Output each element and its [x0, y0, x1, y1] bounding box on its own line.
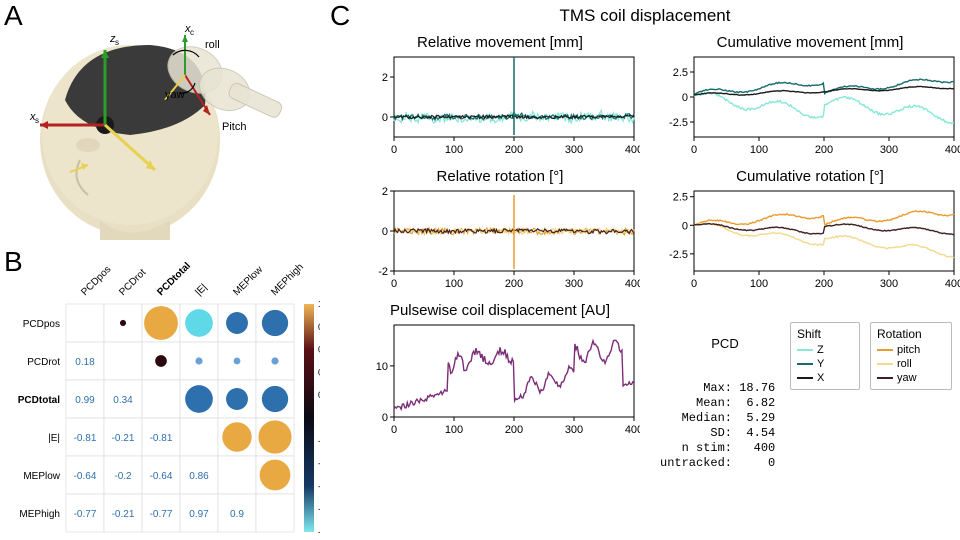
- svg-text:300: 300: [880, 278, 898, 290]
- chart-title-rel-mov: Relative movement [mm]: [360, 34, 640, 51]
- svg-text:300: 300: [880, 144, 898, 156]
- svg-text:roll: roll: [205, 39, 220, 51]
- svg-text:-2.5: -2.5: [669, 117, 688, 129]
- chart-cum-mov: 0 100 200 300 400 -2.5 0 2.5: [660, 51, 960, 159]
- svg-text:0: 0: [391, 144, 397, 156]
- svg-text:-0.81: -0.81: [150, 433, 173, 444]
- head-3d-illustration: xs zs xc roll yaw Pitch: [10, 10, 290, 240]
- svg-text:0: 0: [682, 220, 688, 232]
- svg-text:-0.4: -0.4: [318, 459, 320, 469]
- svg-text:2.5: 2.5: [673, 192, 688, 204]
- chart-title-rel-rot: Relative rotation [°]: [360, 168, 640, 185]
- legend-rotation: Rotation pitchrollyaw: [870, 322, 952, 390]
- svg-text:2: 2: [382, 72, 388, 84]
- svg-text:400: 400: [945, 278, 960, 290]
- svg-text:0: 0: [691, 278, 697, 290]
- svg-text:Pitch: Pitch: [222, 121, 246, 133]
- svg-text:-0.64: -0.64: [150, 471, 173, 482]
- svg-text:0: 0: [391, 278, 397, 290]
- chart-rel-mov: 0 100 200 300 400 0 2: [360, 51, 640, 159]
- svg-text:2.5: 2.5: [673, 67, 688, 79]
- svg-text:0.9: 0.9: [230, 509, 244, 520]
- svg-text:yaw: yaw: [165, 89, 185, 101]
- svg-text:0.4: 0.4: [318, 367, 320, 377]
- svg-text:-0.8: -0.8: [318, 504, 320, 514]
- svg-text:100: 100: [445, 424, 463, 436]
- svg-text:0: 0: [391, 424, 397, 436]
- chart-title-cum-rot: Cumulative rotation [°]: [660, 168, 960, 185]
- svg-text:MEPhigh: MEPhigh: [19, 509, 60, 520]
- chart-pcd: 0 100 200 300 400 0 10: [360, 319, 640, 439]
- svg-text:-2.5: -2.5: [669, 249, 688, 261]
- svg-text:-0.2: -0.2: [318, 436, 320, 446]
- svg-text:-0.64: -0.64: [74, 471, 97, 482]
- svg-text:MEPlow: MEPlow: [23, 471, 60, 482]
- svg-text:200: 200: [815, 278, 833, 290]
- svg-text:300: 300: [565, 144, 583, 156]
- correlation-matrix: PCDposPCDrotPCDtotal|E|MEPlowMEPhighPCDp…: [8, 262, 320, 537]
- svg-text:0.34: 0.34: [113, 395, 133, 406]
- svg-text:-0.81: -0.81: [74, 433, 97, 444]
- svg-text:0.6: 0.6: [318, 345, 320, 355]
- chart-title-pcd: Pulsewise coil displacement [AU]: [360, 302, 640, 319]
- svg-text:PCDrot: PCDrot: [27, 357, 60, 368]
- svg-text:0.18: 0.18: [75, 357, 95, 368]
- svg-text:300: 300: [565, 278, 583, 290]
- svg-text:MEPlow: MEPlow: [231, 264, 265, 298]
- svg-text:400: 400: [625, 278, 640, 290]
- svg-text:200: 200: [505, 424, 523, 436]
- svg-text:-0.21: -0.21: [112, 509, 135, 520]
- svg-text:0.2: 0.2: [318, 390, 320, 400]
- svg-text:PCDpos: PCDpos: [23, 319, 60, 330]
- svg-text:0.86: 0.86: [189, 471, 209, 482]
- svg-text:200: 200: [505, 144, 523, 156]
- svg-text:c: c: [190, 28, 194, 37]
- chart-cum-rot: 0 100 200 300 400 -2.5 0 2.5: [660, 185, 960, 293]
- svg-text:200: 200: [815, 144, 833, 156]
- svg-text:|E|: |E|: [48, 433, 60, 444]
- svg-text:PCDtotal: PCDtotal: [155, 262, 193, 298]
- svg-text:100: 100: [750, 278, 768, 290]
- legend-shift: Shift ZYX: [790, 322, 860, 390]
- svg-text:100: 100: [750, 144, 768, 156]
- svg-text:300: 300: [565, 424, 583, 436]
- svg-text:100: 100: [445, 144, 463, 156]
- svg-text:-0.6: -0.6: [318, 481, 320, 491]
- svg-text:10: 10: [376, 361, 388, 373]
- svg-text:|E|: |E|: [193, 282, 209, 298]
- svg-text:PCDtotal: PCDtotal: [18, 395, 60, 406]
- svg-text:0: 0: [382, 412, 388, 424]
- svg-text:-0.21: -0.21: [112, 433, 135, 444]
- svg-text:MEPhigh: MEPhigh: [269, 262, 305, 298]
- svg-text:s: s: [115, 38, 119, 47]
- panel-c-title: TMS coil displacement: [340, 6, 950, 26]
- svg-text:200: 200: [505, 278, 523, 290]
- svg-text:PCDpos: PCDpos: [79, 264, 113, 298]
- svg-text:0: 0: [682, 92, 688, 104]
- svg-text:-0.77: -0.77: [150, 509, 173, 520]
- svg-text:0: 0: [691, 144, 697, 156]
- svg-text:0: 0: [382, 226, 388, 238]
- svg-text:0.97: 0.97: [189, 509, 209, 520]
- svg-text:PCDrot: PCDrot: [117, 267, 148, 298]
- svg-text:0: 0: [382, 112, 388, 124]
- svg-text:-0.77: -0.77: [74, 509, 97, 520]
- svg-text:s: s: [35, 116, 39, 125]
- svg-text:400: 400: [625, 144, 640, 156]
- svg-text:100: 100: [445, 278, 463, 290]
- svg-text:2: 2: [382, 186, 388, 198]
- pcd-stats: PCD Max: 18.76 Mean: 6.82 Median: 5.29 S…: [660, 306, 790, 486]
- svg-text:1: 1: [318, 299, 320, 309]
- chart-rel-rot: 0100200300400-202: [360, 185, 640, 293]
- svg-text:-0.2: -0.2: [114, 471, 132, 482]
- svg-text:400: 400: [945, 144, 960, 156]
- svg-text:0.8: 0.8: [318, 322, 320, 332]
- svg-text:-1: -1: [318, 527, 320, 537]
- chart-title-cum-mov: Cumulative movement [mm]: [660, 34, 960, 51]
- svg-text:-2: -2: [378, 266, 388, 278]
- svg-text:400: 400: [625, 424, 640, 436]
- svg-text:0.99: 0.99: [75, 395, 95, 406]
